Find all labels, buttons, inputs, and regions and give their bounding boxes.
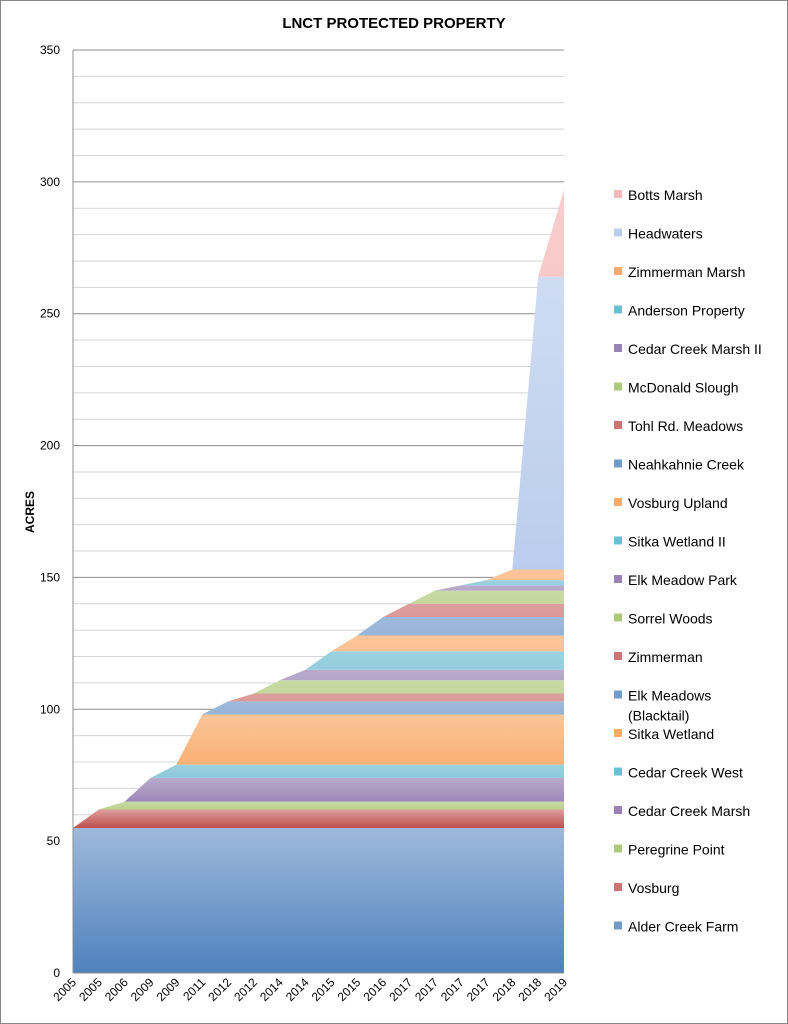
legend-entry: McDonald Slough xyxy=(628,380,739,396)
legend-entry: Sitka Wetland II xyxy=(628,534,726,550)
legend-swatch xyxy=(614,652,622,660)
legend-swatch xyxy=(614,382,622,391)
legend-swatch xyxy=(614,459,622,468)
legend-entry: Neahkahnie Creek xyxy=(628,457,745,473)
y-tick-label: 50 xyxy=(47,834,61,848)
y-tick-label: 350 xyxy=(40,43,60,57)
legend-swatch xyxy=(614,883,622,891)
area-series-5 xyxy=(73,764,564,828)
legend-swatch xyxy=(614,228,622,237)
area-series-3 xyxy=(73,801,564,828)
legend-swatch xyxy=(614,729,622,737)
y-tick-label: 0 xyxy=(53,966,60,980)
area-series-7 xyxy=(73,701,564,828)
legend-swatch xyxy=(614,575,622,583)
area-series-1 xyxy=(73,827,564,973)
legend-entry: Botts Marsh xyxy=(628,187,703,203)
y-tick-label: 250 xyxy=(40,307,60,321)
y-tick-label: 300 xyxy=(40,175,60,189)
legend-swatch xyxy=(614,806,622,814)
legend-entry: Zimmerman Marsh xyxy=(628,264,745,280)
legend-entry: Zimmerman xyxy=(628,649,703,665)
legend-swatch xyxy=(614,844,622,853)
legend-swatch xyxy=(614,267,622,275)
legend-entry: Elk Meadows (Blacktail) xyxy=(628,688,711,724)
y-tick-label: 200 xyxy=(40,439,60,453)
legend-swatch xyxy=(614,190,622,198)
legend-entry: Peregrine Point xyxy=(628,842,725,858)
area-series-4 xyxy=(73,777,564,828)
area-series-2 xyxy=(73,809,564,828)
area-series-11 xyxy=(73,651,564,828)
legend-swatch xyxy=(614,767,622,776)
legend-entry: Cedar Creek Marsh II xyxy=(628,341,762,357)
legend-entry: Vosburg Upland xyxy=(628,495,728,511)
y-axis-label: ACRES xyxy=(23,491,37,533)
legend-swatch xyxy=(614,690,622,699)
legend-swatch xyxy=(614,613,622,622)
legend-entry: Alder Creek Farm xyxy=(628,919,738,935)
area-series-6 xyxy=(73,714,564,828)
legend-entry: Cedar Creek West xyxy=(628,765,743,781)
y-tick-label: 150 xyxy=(40,570,60,584)
legend-entry: Tohl Rd. Meadows xyxy=(628,418,743,434)
legend-swatch xyxy=(614,921,622,930)
legend-entry: Anderson Property xyxy=(628,303,745,319)
legend-entry: Headwaters xyxy=(628,226,703,242)
legend-entry: Vosburg xyxy=(628,880,679,896)
legend-swatch xyxy=(614,305,622,314)
legend-entry: Sitka Wetland xyxy=(628,726,714,742)
legend-swatch xyxy=(614,536,622,545)
legend-entry: Cedar Creek Marsh xyxy=(628,803,750,819)
legend-entry: Elk Meadow Park xyxy=(628,572,738,588)
legend-swatch xyxy=(614,421,622,429)
chart-title: LNCT PROTECTED PROPERTY xyxy=(282,15,505,32)
legend-swatch xyxy=(614,498,622,506)
legend-entry: Sorrel Woods xyxy=(628,611,713,627)
y-tick-label: 100 xyxy=(40,702,60,716)
legend-swatch xyxy=(614,344,622,352)
